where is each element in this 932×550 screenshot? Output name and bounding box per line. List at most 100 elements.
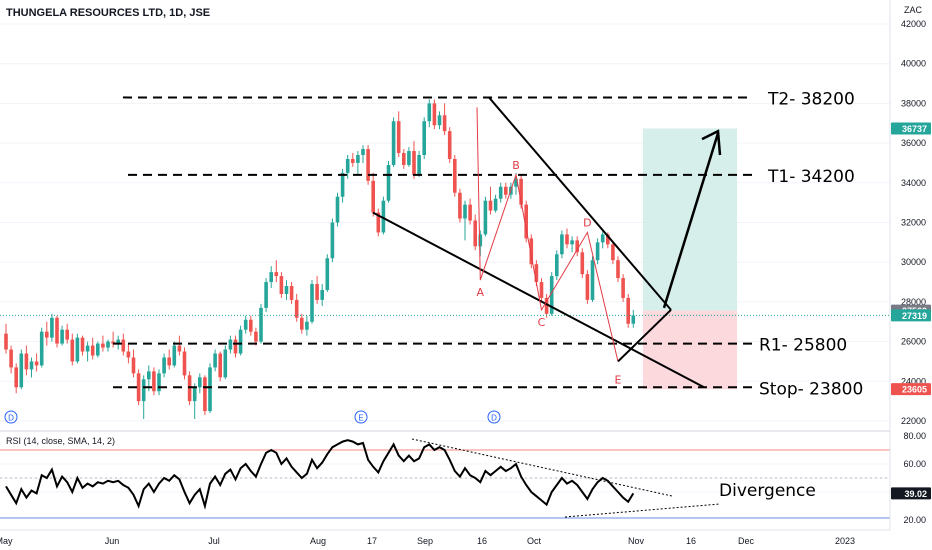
candle-body [70,339,75,362]
price-tick-label: 42000 [901,19,926,29]
candle-body [575,240,579,253]
event-marker [354,410,368,424]
candle-body [274,272,279,277]
candle-body [310,284,314,322]
price-axis[interactable] [890,0,932,530]
candle-body [147,371,151,380]
candle-body [534,264,539,283]
candle-body [320,289,324,300]
candle-body [208,367,212,412]
candle-body [24,353,29,370]
candle-body [315,284,319,300]
candle-body [131,357,136,374]
time-tick-label: Aug [310,536,326,546]
candle-body [162,357,166,374]
price-tag-label: 23605 [902,385,927,395]
candle-body [80,337,85,352]
candle-body [585,274,590,300]
stop-zone [643,310,737,390]
candle-body [580,252,585,275]
candle-body [325,258,330,290]
candle-body [121,339,126,352]
candle-body [254,331,258,342]
candle-body [555,254,559,277]
wave-label: A [477,286,485,299]
candle-body [96,343,100,356]
event-marker-label: E [358,414,363,423]
candle-body [514,178,518,187]
event-marker [487,410,501,424]
wave-label: D [583,216,591,229]
candle-body [626,297,630,324]
candle-body [65,329,69,340]
event-marker [4,410,18,424]
price-tick-label: 36000 [901,138,926,148]
candle-body [621,278,625,298]
candle-body [213,353,217,368]
wave-path [476,107,619,362]
candle-body [606,234,610,245]
candle-body [468,204,472,221]
candle-body [330,222,335,259]
candle-body [498,186,503,199]
candle-body [417,155,421,175]
candle-body [264,282,268,308]
projection-arrow-head [701,129,722,156]
candle-body [483,200,488,235]
candle-body [616,260,620,279]
price-tick-label: 34000 [901,178,926,188]
candle-body [529,238,534,265]
candle-body [233,339,238,354]
wedge-trendlines [372,96,705,389]
wave-label: B [512,159,520,172]
candle-body [422,121,426,156]
rsi-label: RSI (14, close, SMA, 14, 2) [6,436,115,446]
level-lines: T2- 38200 T1- 34200 R1- 25800 Stop- 23800 [113,89,863,399]
candle-body [391,121,396,165]
time-tick-label: 2023 [835,536,855,546]
projection-leg [617,309,672,363]
candle-body [203,377,207,412]
price-tick-label: 30000 [901,257,926,267]
candle-body [478,234,483,247]
rsi-pane [0,438,890,519]
candle-body [90,345,95,356]
candle-body [412,151,416,175]
candle-body [55,317,59,344]
candle-body [427,103,432,122]
wave-label: E [615,373,622,386]
time-tick-label: Jun [105,536,120,546]
candle-body [192,387,197,402]
time-axis-ticks: May Jun Jul Aug 17 Sep 16 Oct Nov 16 Dec 2023 [0,536,855,546]
candle-body [126,351,131,358]
candle-body [182,351,187,376]
candle-body [238,329,243,354]
candle-body [243,319,248,330]
price-tick-label: 32000 [901,218,926,228]
price-tick-label: 28000 [901,297,926,307]
projection-arrow [617,129,722,363]
rsi-tick-label: 20.00 [903,515,926,525]
candle-body [249,319,253,332]
time-tick-label: Sep [417,536,433,546]
symbol-title: THUNGELA RESOURCES LTD, 1D, JSE [6,7,210,19]
candle-body [228,339,233,350]
rsi-tick-label: 60.00 [903,459,926,469]
rsi-divergence-upper [411,438,673,497]
candle-body [300,317,304,330]
candle-body [549,276,554,314]
upper-trendline [488,96,672,311]
level-label: R1- 25800 [759,336,847,356]
candle-body [539,282,544,298]
candle-body [570,240,574,245]
candle-body [565,234,569,245]
event-marker-label: D [8,414,14,423]
candle-body [488,200,493,211]
candle-body [85,345,90,352]
candle-body [560,234,564,255]
time-axis[interactable] [0,530,932,550]
candle-body [611,244,615,261]
candle-body [504,186,508,195]
